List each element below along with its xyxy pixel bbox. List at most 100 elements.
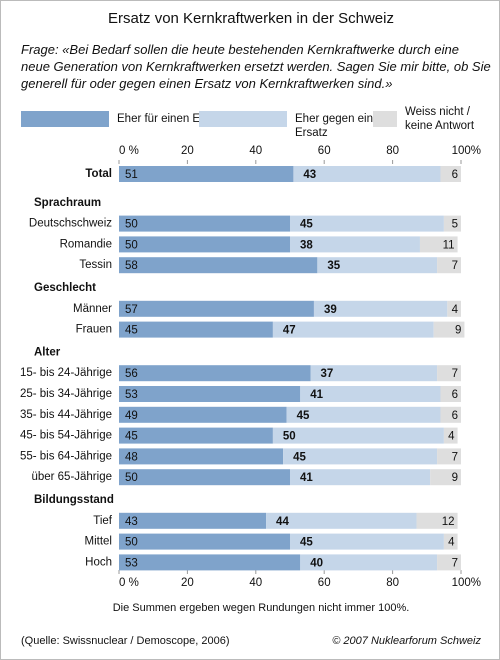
value-label: 47 bbox=[283, 325, 296, 337]
value-label: 4 bbox=[448, 431, 455, 443]
bar-segment bbox=[119, 236, 290, 253]
value-label: 5 bbox=[452, 219, 458, 231]
value-label: 7 bbox=[452, 260, 458, 272]
bar-segment bbox=[119, 427, 273, 444]
value-label: 6 bbox=[452, 389, 458, 401]
bar-segment bbox=[433, 321, 465, 338]
bar-segment bbox=[437, 448, 461, 465]
bar-segment bbox=[119, 512, 267, 529]
value-label: 7 bbox=[452, 557, 458, 569]
x-tick-label: 100% bbox=[452, 577, 481, 589]
bar-segment bbox=[300, 554, 438, 571]
x-tick-label: 40 bbox=[249, 577, 262, 589]
value-label: 50 bbox=[125, 537, 138, 549]
value-label: 43 bbox=[125, 516, 138, 528]
group-label: Bildungsstand bbox=[34, 494, 114, 506]
bar-segment bbox=[317, 257, 438, 274]
bar-segment bbox=[430, 469, 461, 486]
bar-segment bbox=[119, 321, 273, 338]
value-label: 38 bbox=[300, 239, 313, 251]
y-tick-label: Mittel bbox=[85, 536, 112, 548]
value-label: 57 bbox=[125, 304, 138, 316]
bar-segment bbox=[310, 365, 438, 382]
bar-segment bbox=[119, 166, 294, 182]
legend-label: Eher für einen Ersatz bbox=[117, 113, 226, 125]
y-tick-label: 45- bis 54-Jährige bbox=[20, 430, 112, 442]
bar-segment bbox=[440, 386, 461, 402]
bar-segment bbox=[290, 236, 420, 253]
bar-segment bbox=[443, 215, 461, 232]
bar-segment bbox=[437, 554, 461, 571]
bar-segment bbox=[272, 321, 434, 338]
x-tick-label: 100% bbox=[452, 145, 481, 157]
value-label: 41 bbox=[300, 472, 313, 484]
bar-segment bbox=[290, 215, 444, 232]
bar-segment bbox=[443, 427, 458, 444]
x-tick-label: 0 % bbox=[119, 145, 139, 157]
legend-swatch bbox=[373, 111, 397, 127]
bar-segment bbox=[119, 300, 314, 317]
value-label: 9 bbox=[452, 472, 458, 484]
value-label: 37 bbox=[321, 368, 334, 380]
x-tick-label: 40 bbox=[249, 145, 262, 157]
y-tick-label: Frauen bbox=[76, 324, 112, 336]
value-label: 56 bbox=[125, 368, 138, 380]
source: (Quelle: Swissnuclear / Demoscope, 2006) bbox=[21, 635, 229, 647]
value-label: 7 bbox=[452, 368, 458, 380]
value-label: 45 bbox=[297, 410, 310, 422]
value-label: 50 bbox=[283, 431, 296, 443]
bar-segment bbox=[119, 448, 284, 465]
value-label: 45 bbox=[300, 219, 313, 231]
value-label: 11 bbox=[443, 239, 455, 251]
bar-segment bbox=[283, 448, 438, 465]
y-tick-label: Tessin bbox=[79, 259, 112, 271]
y-tick-label: über 65-Jährige bbox=[31, 471, 112, 483]
note: Die Summen ergeben wegen Rundungen nicht… bbox=[113, 602, 410, 614]
x-tick-label: 20 bbox=[181, 145, 194, 157]
x-tick-label: 60 bbox=[318, 577, 331, 589]
bar-segment bbox=[313, 300, 448, 317]
y-tick-label: Hoch bbox=[85, 556, 112, 568]
y-tick-label: Deutschschweiz bbox=[29, 218, 112, 230]
value-label: 45 bbox=[125, 325, 138, 337]
y-tick-label: Romandie bbox=[60, 238, 112, 250]
value-label: 4 bbox=[452, 304, 459, 316]
legend-swatch bbox=[199, 111, 287, 127]
value-label: 44 bbox=[276, 516, 289, 528]
value-label: 48 bbox=[125, 451, 138, 463]
bar-segment bbox=[293, 166, 441, 182]
value-label: 45 bbox=[293, 451, 306, 463]
bar-segment bbox=[272, 427, 444, 444]
y-tick-label: Total bbox=[85, 168, 112, 180]
bar-segment bbox=[286, 406, 441, 423]
bar-segment bbox=[447, 300, 461, 317]
x-tick-label: 80 bbox=[386, 577, 399, 589]
group-label: Sprachraum bbox=[34, 197, 101, 209]
bar-segment bbox=[266, 512, 417, 529]
value-label: 58 bbox=[125, 260, 138, 272]
bar-segment bbox=[119, 469, 290, 486]
value-label: 12 bbox=[442, 516, 455, 528]
bar-segment bbox=[119, 533, 290, 550]
y-tick-label: Männer bbox=[73, 303, 112, 315]
subtitle: Frage: «Bei Bedarf sollen die heute best… bbox=[21, 42, 491, 91]
value-label: 40 bbox=[310, 557, 323, 569]
y-tick-label: 15- bis 24-Jährige bbox=[20, 367, 112, 379]
bar-segment bbox=[440, 406, 461, 423]
bar-segment bbox=[119, 365, 311, 382]
bar-segment bbox=[119, 257, 318, 274]
bar-segment bbox=[119, 406, 287, 423]
x-tick-label: 0 % bbox=[119, 577, 139, 589]
y-tick-label: 35- bis 44-Jährige bbox=[20, 409, 112, 421]
value-label: 50 bbox=[125, 239, 138, 251]
bar-segment bbox=[437, 257, 461, 274]
bar-segment bbox=[290, 469, 431, 486]
value-label: 6 bbox=[452, 169, 458, 181]
bar-segment bbox=[119, 386, 301, 402]
y-tick-label: 25- bis 34-Jährige bbox=[20, 388, 112, 400]
value-label: 43 bbox=[303, 169, 316, 181]
value-label: 53 bbox=[125, 389, 138, 401]
copyright: © 2007 Nuklearforum Schweiz bbox=[332, 635, 481, 647]
legend-label: Eher gegen einen Ersatz bbox=[295, 113, 386, 139]
